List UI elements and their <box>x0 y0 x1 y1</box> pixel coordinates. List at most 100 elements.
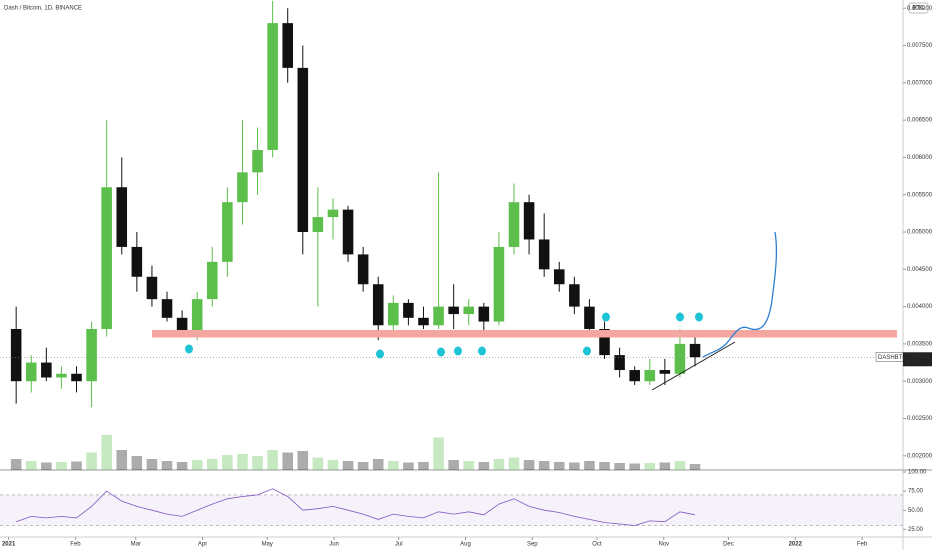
touch-markers <box>185 312 703 359</box>
candle-body <box>418 317 429 326</box>
volume-bar <box>116 450 128 470</box>
marker <box>676 312 684 322</box>
volume-bar <box>388 461 399 470</box>
volume-bar <box>659 462 671 470</box>
volume-bar <box>553 462 565 470</box>
candle-body <box>176 317 188 333</box>
candle-body <box>101 187 112 329</box>
marker <box>376 349 384 359</box>
candle-body <box>629 370 640 382</box>
x-tick-label: Nov <box>658 542 669 548</box>
rsi-tick-label: 75.00 <box>908 489 924 495</box>
y-tick-label: 0.008000 <box>907 6 932 12</box>
y-tick-label: 0.004000 <box>907 304 932 310</box>
volume-bar <box>101 435 112 470</box>
candle-body <box>569 284 580 307</box>
volume-bar <box>599 462 610 470</box>
y-tick-label: 0.002000 <box>907 453 932 459</box>
rsi-band <box>0 494 903 526</box>
volume-bar <box>433 437 444 470</box>
x-tick-label: Mar <box>131 542 141 548</box>
volume-bar <box>448 460 459 470</box>
y-tick-label: 0.004500 <box>907 267 932 273</box>
candle-body <box>463 306 475 315</box>
volume-bar <box>297 451 309 470</box>
price-tag <box>903 352 932 367</box>
x-tick-label: 2021 <box>2 542 16 548</box>
candle-body <box>584 306 595 329</box>
projection-curve <box>702 231 778 358</box>
volume-bar <box>10 459 22 470</box>
marker <box>437 347 445 357</box>
volume-bar <box>508 457 520 470</box>
volume-bar <box>146 459 158 470</box>
x-tick-label: Dec <box>723 542 734 548</box>
volume-bar <box>629 463 640 470</box>
candle-body <box>357 254 369 285</box>
drawings <box>152 231 897 391</box>
volume-bar <box>538 461 550 470</box>
volume-bar <box>56 462 67 470</box>
candle-body <box>342 209 354 255</box>
candle-body <box>161 299 173 318</box>
y-tick-label: 0.003500 <box>907 341 932 347</box>
y-tick-label: 0.005500 <box>907 192 932 198</box>
marker <box>454 346 462 356</box>
x-tick-label: 2022 <box>789 542 803 548</box>
y-tick-label: 0.006500 <box>907 118 932 124</box>
y-tick-label: 0.002500 <box>907 416 932 422</box>
volume-bar <box>312 457 324 470</box>
candle-body <box>689 343 701 358</box>
rsi-tick-label: 100.00 <box>908 470 927 476</box>
last-price-label: 0.003321 <box>905 354 931 360</box>
candle-body <box>312 217 324 233</box>
volume-bar <box>131 456 143 470</box>
candle-body <box>252 149 263 173</box>
x-tick-label: Sep <box>527 542 538 548</box>
candle-body <box>523 202 535 240</box>
candle-body <box>222 202 233 262</box>
candle-body <box>191 299 203 333</box>
x-tick-label: Jun <box>329 542 339 548</box>
volume-bar <box>674 461 686 470</box>
candle-body <box>10 329 22 382</box>
candle-body <box>86 329 97 382</box>
volume-bar <box>207 459 218 470</box>
volume-bar <box>237 454 248 470</box>
candle-body <box>297 67 309 233</box>
rsi-tick-label: 25.00 <box>908 527 924 533</box>
rsi-tick-label: 50.00 <box>908 508 924 514</box>
candle-body <box>146 276 158 300</box>
volume-bar <box>463 461 475 470</box>
y-tick-label: 0.007500 <box>907 43 932 49</box>
volume-bar <box>418 462 429 470</box>
candle-body <box>659 370 671 374</box>
candle-body <box>478 306 490 322</box>
y-tick-label: 0.006000 <box>907 155 932 161</box>
candle-body <box>207 261 218 300</box>
volume-bar <box>689 464 701 470</box>
volume-bar <box>86 452 97 470</box>
volume-bar <box>176 462 188 470</box>
volume-bar <box>267 450 278 470</box>
volume-bar <box>372 459 384 470</box>
candle-body <box>41 362 52 378</box>
volume-bar <box>342 461 354 470</box>
symbol-label: DASHBTC <box>878 355 907 361</box>
marker <box>185 344 193 354</box>
candle-body <box>493 246 505 322</box>
volume-bar <box>584 461 595 470</box>
candle-body <box>56 373 67 378</box>
currency: BTC <box>913 6 926 12</box>
x-tick-label: Apr <box>198 542 207 548</box>
candle-body <box>388 302 399 326</box>
candle-body <box>116 187 128 247</box>
candle-body <box>25 362 37 382</box>
x-tick-label: Feb <box>857 542 868 548</box>
candle-body <box>614 355 625 371</box>
candle-body <box>267 23 278 150</box>
currency-box <box>908 2 929 14</box>
resistance-zone <box>152 330 897 338</box>
candle-body <box>372 284 384 326</box>
